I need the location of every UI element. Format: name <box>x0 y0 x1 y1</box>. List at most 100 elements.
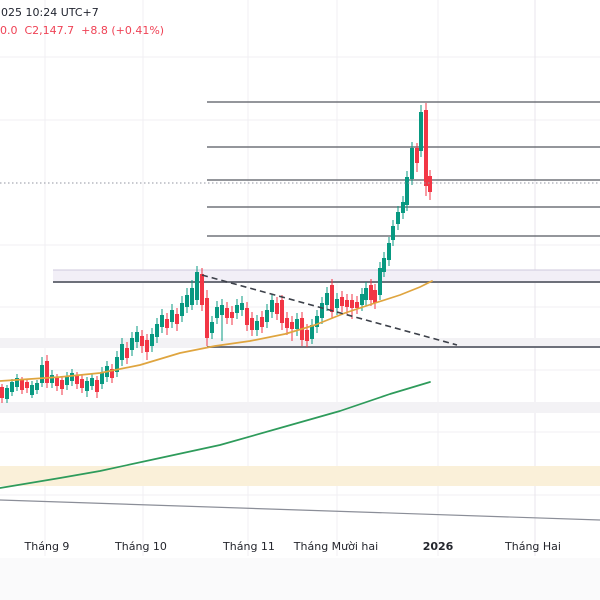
candle-body <box>325 293 329 305</box>
fast-moving-average-line <box>0 280 433 382</box>
candle-body <box>200 274 204 305</box>
candle-body <box>235 305 239 313</box>
candle-body <box>265 310 269 322</box>
candle-body <box>210 322 214 333</box>
candle-body <box>364 288 368 300</box>
candle-body <box>215 307 219 318</box>
candle-body <box>150 334 154 346</box>
candle-body <box>335 299 339 308</box>
candle-body <box>391 226 395 240</box>
candle-body <box>428 176 432 192</box>
candle-body <box>10 382 14 392</box>
candle-body <box>85 381 89 391</box>
zone-lower-zone <box>0 466 600 486</box>
candle-body <box>220 305 224 315</box>
time-axis-label: Tháng Mười hai <box>293 540 379 553</box>
descending-trendline <box>201 274 458 346</box>
candle-body <box>270 300 274 312</box>
candle-body <box>290 322 294 329</box>
candle-body <box>15 378 19 387</box>
datetime-text: 025 10:24 UTC+7 <box>1 6 99 19</box>
time-axis-label: Tháng Hai <box>505 540 561 553</box>
candle-body <box>345 300 349 307</box>
candle-body <box>275 303 279 314</box>
candle-body <box>315 316 319 327</box>
candle-body <box>320 303 324 318</box>
candle-body <box>40 365 44 383</box>
candle-body <box>280 300 284 323</box>
candle-body <box>175 314 179 324</box>
candle-body <box>401 202 405 213</box>
candle-body <box>396 212 400 224</box>
candle-body <box>415 148 419 163</box>
candle-body <box>424 110 428 186</box>
candle-body <box>155 324 159 337</box>
candle-body <box>382 258 386 272</box>
ohlc-readout: 0.0 C2,147.7 +8.8 (+0.41%) <box>0 24 165 37</box>
zone-support-zone <box>0 402 600 413</box>
candle-body <box>230 312 234 318</box>
zone-mid-zone <box>0 338 600 348</box>
candle-body <box>65 377 69 385</box>
candle-body <box>225 308 229 318</box>
time-axis-label: Tháng 10 <box>115 540 167 553</box>
candle-body <box>80 379 84 388</box>
candle-body <box>145 340 149 352</box>
candle-body <box>405 177 409 205</box>
candle-body <box>195 272 199 300</box>
candle-body <box>340 297 344 306</box>
candle-body <box>260 317 264 327</box>
candle-body <box>115 357 119 372</box>
candle-body <box>5 388 9 399</box>
candle-body <box>30 385 34 395</box>
candle-body <box>350 300 354 308</box>
candle-body <box>140 336 144 346</box>
candle-body <box>90 378 94 386</box>
candle-body <box>135 332 139 342</box>
candle-body <box>285 318 289 328</box>
candle-body <box>250 318 254 330</box>
time-axis-label: Tháng 9 <box>24 540 70 553</box>
candle-body <box>410 148 414 179</box>
candle-body <box>373 290 377 303</box>
candle-body <box>330 285 334 312</box>
candle-body <box>180 303 184 316</box>
candle-body <box>70 373 74 381</box>
candle-body <box>25 382 29 388</box>
candle-body <box>20 380 24 390</box>
candle-body <box>190 288 194 305</box>
candle-body <box>378 268 382 295</box>
candle-body <box>55 378 59 386</box>
candle-body <box>310 325 314 339</box>
candle-body <box>295 319 299 329</box>
candle-body <box>35 383 39 390</box>
candle-body <box>60 380 64 389</box>
candle-body <box>45 361 49 383</box>
candle-body <box>120 344 124 360</box>
candle-body <box>369 285 373 300</box>
candle-body <box>160 315 164 327</box>
time-axis-label: Tháng 11 <box>223 540 275 553</box>
candle-body <box>255 321 259 330</box>
candle-body <box>100 372 104 384</box>
candle-body <box>387 243 391 260</box>
lower-diagonal-line <box>0 499 600 521</box>
candle-body <box>205 298 209 338</box>
candle-body <box>165 319 169 328</box>
candle-body <box>125 348 129 358</box>
candle-body <box>110 369 114 378</box>
candle-body <box>360 294 364 305</box>
candle-body <box>50 375 54 383</box>
candle-body <box>240 303 244 310</box>
axis-footer <box>0 558 600 600</box>
zone-resistance-zone <box>53 270 600 282</box>
time-axis-label: 2026 <box>422 540 454 553</box>
candle-body <box>185 295 189 307</box>
candle-body <box>245 308 249 325</box>
candle-body <box>0 387 4 398</box>
candle-body <box>419 112 423 151</box>
candle-body <box>305 330 309 341</box>
candle-body <box>355 302 359 308</box>
